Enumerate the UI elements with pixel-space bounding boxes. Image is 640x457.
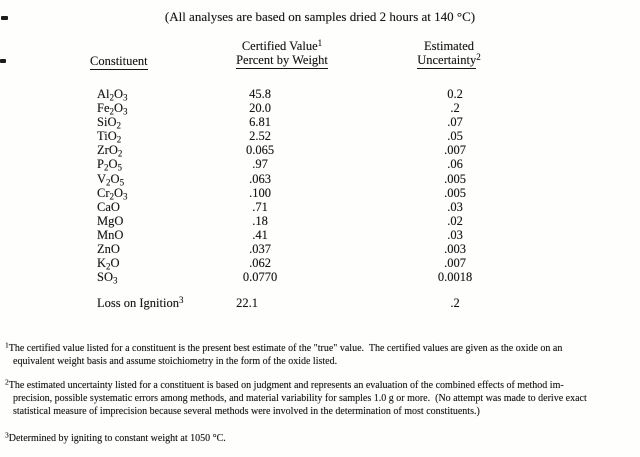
constituent-formula: ZnO bbox=[97, 242, 120, 257]
estimated-uncertainty: .03 bbox=[447, 199, 463, 214]
constituent-formula: TiO2 bbox=[97, 129, 122, 145]
estimated-uncertainty: 0.0018 bbox=[437, 270, 473, 285]
constituent-row: ZnO .037 .003 bbox=[0, 242, 640, 256]
estimated-uncertainty: .007 bbox=[444, 256, 466, 271]
scan-artifact bbox=[0, 59, 6, 63]
certified-value-header-text: Certified Value bbox=[241, 39, 318, 53]
loss-on-ignition-label: Loss on Ignition3 bbox=[97, 295, 200, 311]
footnote: 2The estimated uncertainty listed for a … bbox=[5, 377, 637, 418]
constituent-row: P2O5 .97 .06 bbox=[0, 157, 640, 173]
uncertainty-header-line2: Uncertainty2 bbox=[389, 52, 509, 69]
loss-on-ignition-value: 22.1 bbox=[236, 296, 258, 310]
estimated-uncertainty: .003 bbox=[444, 242, 466, 257]
scan-artifact bbox=[1, 16, 8, 20]
footnote-line: equivalent weight basis and assume stoic… bbox=[13, 356, 338, 367]
footnote-line: Determined by igniting to constant weigh… bbox=[8, 433, 226, 444]
estimated-uncertainty: .007 bbox=[444, 143, 466, 158]
estimated-uncertainty: .005 bbox=[444, 185, 466, 200]
footnote: 3Determined by igniting to constant weig… bbox=[5, 430, 637, 445]
footnote-3-reference: 3 bbox=[178, 295, 184, 305]
footnote-marker: 3 bbox=[5, 430, 9, 440]
constituent-formula: SiO2 bbox=[97, 115, 121, 131]
estimated-uncertainty: 0.2 bbox=[447, 87, 463, 101]
constituent-row: SiO2 6.81 .07 bbox=[0, 115, 640, 131]
certified-value: .037 bbox=[249, 242, 271, 257]
estimated-uncertainty: .06 bbox=[447, 157, 463, 172]
certified-value: 6.81 bbox=[249, 115, 271, 130]
constituent-table-body: Al2O3 45.8 0.2 Fe2O3 20.0 .2 SiO2 6.81 .07 TiO2 2.… bbox=[0, 87, 640, 286]
estimated-uncertainty: .05 bbox=[447, 129, 463, 144]
certified-value: .18 bbox=[252, 213, 268, 228]
estimated-header-text: Estimated bbox=[424, 39, 474, 53]
uncertainty-header-line1: Estimated bbox=[389, 39, 509, 53]
footnote-2-reference: 2 bbox=[476, 52, 481, 62]
constituent-row: TiO2 2.52 .05 bbox=[0, 129, 640, 145]
constituent-formula: ZrO2 bbox=[97, 143, 123, 159]
certified-value: 20.0 bbox=[249, 101, 271, 116]
column-header-estimated-uncertainty: Estimated Uncertainty2 bbox=[389, 39, 509, 69]
constituent-row: ZrO2 0.065 .007 bbox=[0, 143, 640, 159]
constituent-formula: Cr2O3 bbox=[97, 185, 128, 202]
certified-value-header-line1: Certified Value1 bbox=[222, 38, 342, 54]
footnote-line: The estimated uncertainty listed for a c… bbox=[8, 380, 564, 391]
constituent-row: MgO .18 .02 bbox=[0, 214, 640, 228]
constituent-row: CaO .71 .03 bbox=[0, 200, 640, 214]
analysis-basis-note: (All analyses are based on samples dried… bbox=[164, 9, 476, 24]
certified-value: 0.0770 bbox=[242, 270, 278, 285]
constituent-formula: CaO bbox=[97, 199, 120, 214]
loss-on-ignition-row: Loss on Ignition3 22.1 .2 bbox=[0, 295, 640, 311]
constituent-formula: SO3 bbox=[97, 270, 118, 286]
constituent-row: Cr2O3 .100 .005 bbox=[0, 185, 640, 202]
constituent-header-label: Constituent bbox=[90, 54, 148, 70]
constituent-formula: P2O5 bbox=[97, 157, 122, 173]
constituent-formula: MgO bbox=[97, 213, 124, 228]
estimated-uncertainty: .03 bbox=[447, 227, 463, 242]
certified-value-header-line2: Percent by Weight bbox=[222, 53, 342, 69]
constituent-formula: V2O5 bbox=[97, 171, 125, 188]
estimated-uncertainty: .005 bbox=[444, 171, 466, 186]
constituent-row: MnO .41 .03 bbox=[0, 228, 640, 242]
constituent-formula: K2O bbox=[97, 256, 120, 272]
footnote-line: precision, possible systematic errors am… bbox=[13, 393, 587, 404]
constituent-row: SO3 0.0770 0.0018 bbox=[0, 270, 640, 286]
estimated-uncertainty: .02 bbox=[447, 213, 463, 228]
certified-value: .97 bbox=[252, 157, 268, 172]
certified-value: .063 bbox=[249, 171, 271, 186]
loss-on-ignition-text: Loss on Ignition bbox=[97, 296, 179, 310]
footnote-line: The certified value listed for a constit… bbox=[8, 343, 563, 354]
footnotes-section: 1The certified value listed for a consti… bbox=[5, 340, 637, 456]
constituent-formula: Fe2O3 bbox=[97, 101, 128, 117]
certified-value: 0.065 bbox=[245, 143, 275, 158]
estimated-uncertainty: .07 bbox=[447, 115, 463, 130]
loss-on-ignition-uncertainty: .2 bbox=[450, 296, 460, 310]
constituent-row: K2O .062 .007 bbox=[0, 256, 640, 272]
certified-value: .41 bbox=[252, 227, 268, 242]
constituent-formula: MnO bbox=[97, 227, 124, 242]
uncertainty-header-text: Uncertainty bbox=[417, 53, 477, 69]
constituent-row: Al2O3 45.8 0.2 bbox=[0, 87, 640, 103]
footnote-line: statistical measure of imprecision becau… bbox=[13, 406, 480, 417]
constituent-formula: Al2O3 bbox=[97, 87, 128, 103]
column-header-constituent: Constituent bbox=[90, 54, 148, 70]
footnote-marker: 1 bbox=[5, 340, 9, 350]
estimated-uncertainty: .2 bbox=[450, 101, 460, 116]
footnote: 1The certified value listed for a consti… bbox=[5, 340, 637, 368]
footnote-1-reference: 1 bbox=[317, 38, 323, 48]
constituent-row: Fe2O3 20.0 .2 bbox=[0, 101, 640, 117]
column-header-certified-value: Certified Value1 Percent by Weight bbox=[222, 38, 342, 69]
certified-value: .100 bbox=[249, 185, 271, 200]
percent-by-weight-header-text: Percent by Weight bbox=[236, 53, 328, 69]
certified-value: .062 bbox=[249, 256, 271, 271]
footnote-marker: 2 bbox=[5, 377, 9, 387]
certified-value: 45.8 bbox=[249, 87, 271, 101]
constituent-row: V2O5 .063 .005 bbox=[0, 171, 640, 188]
certified-value: 2.52 bbox=[249, 129, 271, 144]
certified-value: .71 bbox=[252, 199, 268, 214]
